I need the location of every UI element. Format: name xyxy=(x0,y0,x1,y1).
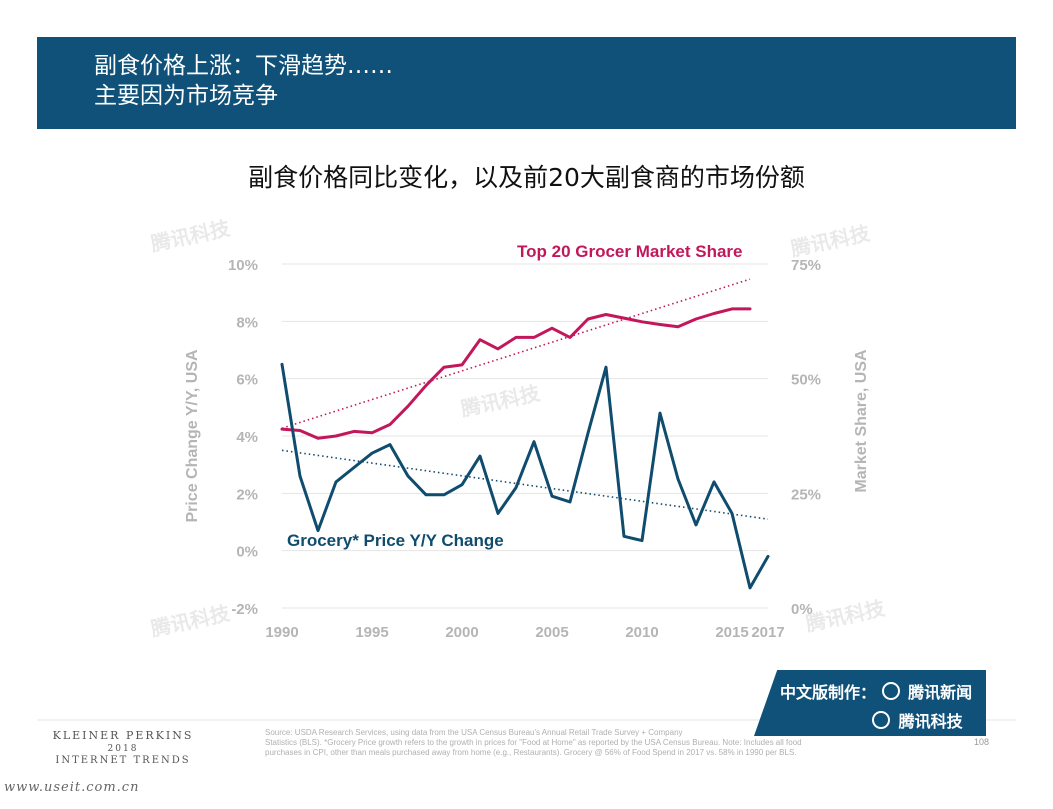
footer-logo-line-2: 2018 xyxy=(107,744,139,754)
footer-logo-line-1: KLEINER PERKINS xyxy=(52,729,194,742)
right-tick-label: 0% xyxy=(791,601,813,618)
footer-logo-line-3: INTERNET TRENDS xyxy=(55,755,191,766)
x-tick-label: 2010 xyxy=(625,624,658,641)
source-line-2: Statistics (BLS). *Grocery Price growth … xyxy=(265,738,802,747)
source-line-3: purchases in CPI, other than meals purch… xyxy=(265,748,797,757)
chart-title: 副食价格同比变化，以及前20大副食商的市场份额 xyxy=(248,163,805,192)
title-line-1: 副食价格上涨：下滑趋势…… xyxy=(94,53,393,79)
left-tick-label: 8% xyxy=(236,314,258,331)
left-tick-label: 4% xyxy=(236,429,258,446)
news-logo-icon xyxy=(881,682,900,700)
badge-row-2: 腾讯科技 xyxy=(872,708,963,732)
x-tick-label: 1990 xyxy=(265,624,298,641)
title-banner: 副食价格上涨：下滑趋势…… 主要因为市场竞争 xyxy=(37,37,1016,129)
source-note: Source: USDA Research Services, using da… xyxy=(265,728,945,758)
right-tick-label: 50% xyxy=(791,372,821,389)
series-line xyxy=(280,307,752,440)
trend-line xyxy=(281,278,751,429)
badge-brand-1: 腾讯新闻 xyxy=(908,683,973,702)
right-tick-label: 25% xyxy=(791,486,821,503)
left-tick-label: 2% xyxy=(236,486,258,503)
badge-brand-2: 腾讯科技 xyxy=(898,712,963,731)
right-tick-label: 75% xyxy=(791,257,821,274)
series-line xyxy=(280,362,770,590)
site-url: www.useit.com.cn xyxy=(4,780,140,795)
title-line-2: 主要因为市场竞争 xyxy=(94,83,278,109)
series-label: Top 20 Grocer Market Share xyxy=(517,242,743,261)
page-number: 108 xyxy=(974,737,990,747)
source-line-1: Source: USDA Research Services, using da… xyxy=(265,728,683,737)
right-axis-label: Market Share, USA xyxy=(853,349,870,493)
left-tick-label: -2% xyxy=(231,601,258,618)
x-tick-label: 1995 xyxy=(355,624,388,641)
badge-label: 中文版制作： xyxy=(780,683,877,702)
x-tick-label: 2000 xyxy=(445,624,478,641)
x-tick-label: 2015 xyxy=(715,624,748,641)
left-axis-label: Price Change Y/Y, USA xyxy=(184,349,201,523)
left-tick-label: 0% xyxy=(236,544,258,561)
x-tick-label: 2005 xyxy=(535,624,568,641)
left-tick-label: 6% xyxy=(236,372,258,389)
series-label: Grocery* Price Y/Y Change xyxy=(287,531,504,550)
tech-logo-icon xyxy=(872,711,890,729)
badge-row-1: 中文版制作： 腾讯新闻 xyxy=(780,679,972,703)
producer-badge: 中文版制作： 腾讯新闻 腾讯科技 xyxy=(754,670,986,736)
x-tick-label: 2017 xyxy=(751,624,784,641)
left-tick-label: 10% xyxy=(228,257,258,274)
